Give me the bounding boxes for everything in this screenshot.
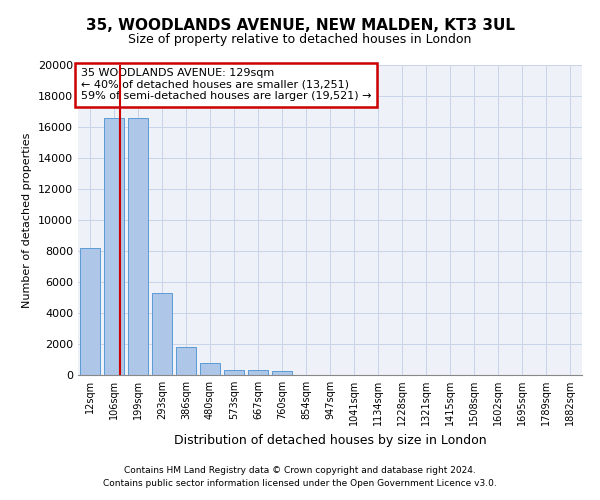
Bar <box>176 347 196 375</box>
Bar <box>248 370 268 375</box>
Text: Contains HM Land Registry data © Crown copyright and database right 2024.
Contai: Contains HM Land Registry data © Crown c… <box>103 466 497 487</box>
Text: 35 WOODLANDS AVENUE: 129sqm
← 40% of detached houses are smaller (13,251)
59% of: 35 WOODLANDS AVENUE: 129sqm ← 40% of det… <box>80 68 371 102</box>
Bar <box>224 370 244 375</box>
Bar <box>104 118 124 375</box>
Bar <box>200 364 220 375</box>
Bar <box>128 118 148 375</box>
Text: 35, WOODLANDS AVENUE, NEW MALDEN, KT3 3UL: 35, WOODLANDS AVENUE, NEW MALDEN, KT3 3U… <box>86 18 515 32</box>
Text: Size of property relative to detached houses in London: Size of property relative to detached ho… <box>128 32 472 46</box>
Bar <box>80 248 100 375</box>
Bar <box>272 371 292 375</box>
Y-axis label: Number of detached properties: Number of detached properties <box>22 132 32 308</box>
Bar <box>152 293 172 375</box>
X-axis label: Distribution of detached houses by size in London: Distribution of detached houses by size … <box>173 434 487 446</box>
